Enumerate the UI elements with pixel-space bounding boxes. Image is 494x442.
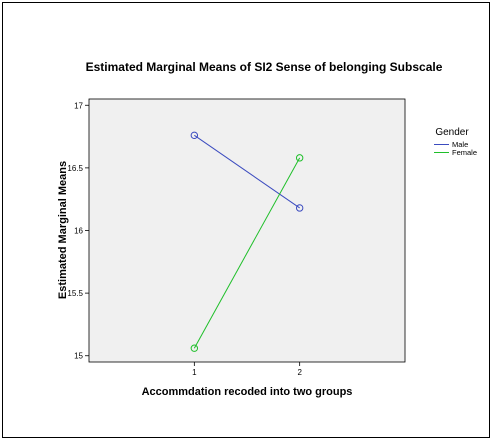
y-tick-label: 15 <box>74 352 83 361</box>
y-tick-label: 17 <box>74 101 83 110</box>
y-axis-ticks: 15 15.5 16 16.5 17 <box>67 101 89 360</box>
y-axis-title: Estimated Marginal Means <box>57 161 69 299</box>
legend-label-female: Female <box>452 148 477 157</box>
y-tick-label: 16 <box>74 227 83 236</box>
x-tick-label: 2 <box>297 368 302 377</box>
y-tick-label: 15.5 <box>67 289 83 298</box>
chart-title: Estimated Marginal Means of SI2 Sense of… <box>86 60 443 74</box>
x-tick-label: 1 <box>192 368 197 377</box>
x-axis-title: Accommdation recoded into two groups <box>142 386 353 398</box>
legend-title: Gender <box>435 127 469 138</box>
plot-area <box>89 99 405 362</box>
y-tick-label: 16.5 <box>67 164 83 173</box>
